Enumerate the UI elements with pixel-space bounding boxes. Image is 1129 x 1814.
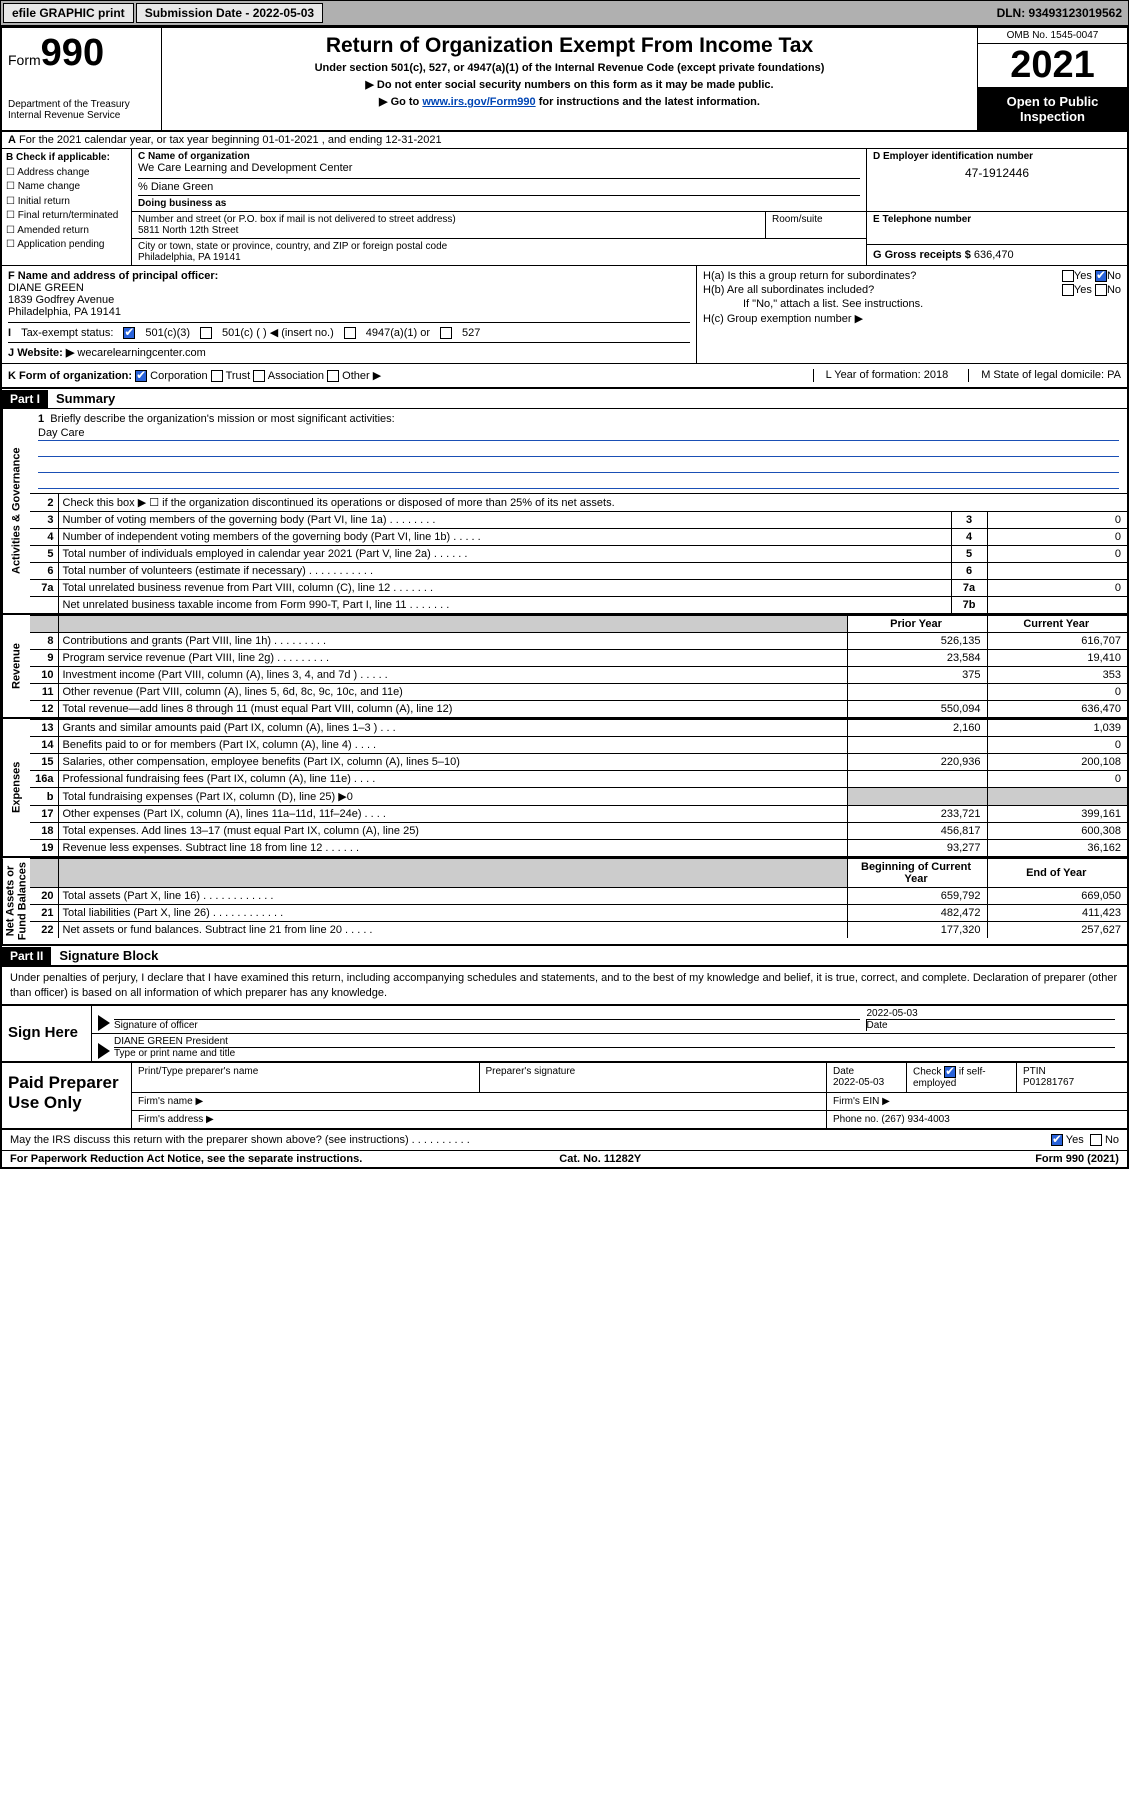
summary-exp: Expenses 13Grants and similar amounts pa… bbox=[2, 719, 1127, 858]
cb-amended-return[interactable]: Amended return bbox=[6, 224, 127, 238]
part1-bar: Part I Summary bbox=[2, 389, 1127, 409]
row-k: K Form of organization: Corporation Trus… bbox=[2, 364, 1127, 389]
cb-corp[interactable] bbox=[135, 370, 147, 382]
subtitle-3: ▶ Go to www.irs.gov/Form990 for instruct… bbox=[170, 95, 969, 108]
form-number: 990 bbox=[41, 32, 104, 74]
street-address: 5811 North 12th Street bbox=[138, 225, 759, 236]
subtitle-1: Under section 501(c), 527, or 4947(a)(1)… bbox=[170, 62, 969, 74]
cb-initial-return[interactable]: Initial return bbox=[6, 195, 127, 209]
part2-header: Part II bbox=[2, 947, 51, 965]
vtab-exp: Expenses bbox=[2, 719, 30, 856]
year-formation: L Year of formation: 2018 bbox=[813, 369, 949, 382]
footer-question: May the IRS discuss this return with the… bbox=[2, 1130, 1127, 1151]
cb-501c[interactable] bbox=[200, 327, 212, 339]
c-name-block: C Name of organization We Care Learning … bbox=[132, 149, 867, 211]
ha-no[interactable] bbox=[1095, 270, 1107, 282]
signature-block: Sign Here Signature of officer 2022-05-0… bbox=[2, 1004, 1127, 1063]
irs-link[interactable]: www.irs.gov/Form990 bbox=[422, 96, 535, 108]
form-header: Form990 Department of the Treasury Inter… bbox=[2, 28, 1127, 132]
open-public: Open to Public Inspection bbox=[978, 88, 1127, 130]
header-center: Return of Organization Exempt From Incom… bbox=[162, 28, 977, 130]
perjury-declaration: Under penalties of perjury, I declare th… bbox=[2, 966, 1127, 1004]
vtab-gov: Activities & Governance bbox=[2, 409, 30, 613]
section-b-c-d: B Check if applicable: Address change Na… bbox=[2, 149, 1127, 266]
cb-4947[interactable] bbox=[344, 327, 356, 339]
cb-other[interactable] bbox=[327, 370, 339, 382]
cb-assoc[interactable] bbox=[253, 370, 265, 382]
part1-header: Part I bbox=[2, 390, 48, 408]
header-left: Form990 Department of the Treasury Inter… bbox=[2, 28, 162, 130]
section-f-h: F Name and address of principal officer:… bbox=[2, 266, 1127, 364]
f-officer: F Name and address of principal officer:… bbox=[2, 266, 697, 363]
e-g-block: E Telephone number G Gross receipts $ 63… bbox=[867, 212, 1127, 265]
arrow-icon bbox=[98, 1043, 110, 1059]
part2-bar: Part II Signature Block bbox=[2, 946, 1127, 966]
gross-receipts: G Gross receipts $ 636,470 bbox=[867, 245, 1127, 265]
dln-label: DLN: 93493123019562 bbox=[997, 6, 1128, 20]
form-frame: Form990 Department of the Treasury Inter… bbox=[0, 26, 1129, 1169]
cb-527[interactable] bbox=[440, 327, 452, 339]
col-b-checkboxes: B Check if applicable: Address change Na… bbox=[2, 149, 132, 265]
website: wecarelearningcenter.com bbox=[77, 347, 205, 359]
col-c-d: C Name of organization We Care Learning … bbox=[132, 149, 1127, 265]
hb-no[interactable] bbox=[1095, 284, 1107, 296]
gov-table: 2Check this box ▶ ☐ if the organization … bbox=[30, 493, 1127, 613]
pct-name: % Diane Green bbox=[138, 178, 860, 193]
telephone: E Telephone number bbox=[867, 212, 1127, 245]
city-state-zip: Philadelphia, PA 19141 bbox=[138, 252, 860, 263]
part2-title: Signature Block bbox=[51, 946, 166, 965]
officer-name: DIANE GREEN President bbox=[114, 1036, 1115, 1047]
dept-label: Department of the Treasury Internal Reve… bbox=[8, 99, 155, 121]
discuss-yes[interactable] bbox=[1051, 1134, 1063, 1146]
cb-501c3[interactable] bbox=[123, 327, 135, 339]
submission-date: Submission Date - 2022-05-03 bbox=[136, 3, 323, 23]
cb-trust[interactable] bbox=[211, 370, 223, 382]
ha-yes[interactable] bbox=[1062, 270, 1074, 282]
sign-here-label: Sign Here bbox=[2, 1006, 92, 1061]
cb-address-change[interactable]: Address change bbox=[6, 166, 127, 180]
h-group: H(a) Is this a group return for subordin… bbox=[697, 266, 1127, 363]
preparer-block: Paid Preparer Use Only Print/Type prepar… bbox=[2, 1063, 1127, 1130]
d-ein-block: D Employer identification number 47-1912… bbox=[867, 149, 1127, 211]
cb-name-change[interactable]: Name change bbox=[6, 180, 127, 194]
exp-table: 13Grants and similar amounts paid (Part … bbox=[30, 719, 1127, 856]
hb-yes[interactable] bbox=[1062, 284, 1074, 296]
preparer-label: Paid Preparer Use Only bbox=[2, 1063, 132, 1128]
ein-value: 47-1912446 bbox=[873, 166, 1121, 180]
top-toolbar: efile GRAPHIC print Submission Date - 20… bbox=[0, 0, 1129, 26]
org-name: We Care Learning and Development Center bbox=[138, 162, 860, 174]
efile-print-button[interactable]: efile GRAPHIC print bbox=[3, 3, 134, 23]
row-a: A For the 2021 calendar year, or tax yea… bbox=[2, 132, 1127, 149]
tax-year: 2021 bbox=[978, 44, 1127, 88]
arrow-icon bbox=[98, 1015, 110, 1031]
mission-block: 1 Briefly describe the organization's mi… bbox=[30, 409, 1127, 493]
vtab-net: Net Assets or Fund Balances bbox=[2, 858, 30, 944]
preparer-phone: Phone no. (267) 934-4003 bbox=[827, 1111, 1127, 1128]
cb-app-pending[interactable]: Application pending bbox=[6, 238, 127, 252]
discuss-no[interactable] bbox=[1090, 1134, 1102, 1146]
omb-number: OMB No. 1545-0047 bbox=[978, 28, 1127, 44]
part1-title: Summary bbox=[48, 389, 123, 408]
vtab-rev: Revenue bbox=[2, 615, 30, 717]
state-domicile: M State of legal domicile: PA bbox=[968, 369, 1121, 382]
room-suite: Room/suite bbox=[766, 212, 866, 238]
summary-net: Net Assets or Fund Balances Beginning of… bbox=[2, 858, 1127, 946]
address-block: Number and street (or P.O. box if mail i… bbox=[132, 212, 867, 265]
header-right: OMB No. 1545-0047 2021 Open to Public In… bbox=[977, 28, 1127, 130]
summary-rev: Revenue Prior YearCurrent Year8Contribut… bbox=[2, 615, 1127, 719]
cb-self-emp[interactable] bbox=[944, 1066, 956, 1078]
form-prefix: Form bbox=[8, 52, 41, 68]
rev-table: Prior YearCurrent Year8Contributions and… bbox=[30, 615, 1127, 717]
summary-gov: Activities & Governance 1 Briefly descri… bbox=[2, 409, 1127, 615]
cb-final-return[interactable]: Final return/terminated bbox=[6, 209, 127, 223]
mission-text: Day Care bbox=[38, 427, 84, 439]
net-table: Beginning of Current YearEnd of Year20To… bbox=[30, 858, 1127, 938]
subtitle-2: ▶ Do not enter social security numbers o… bbox=[170, 78, 969, 91]
ptin: P01281767 bbox=[1023, 1077, 1074, 1088]
footer-last: For Paperwork Reduction Act Notice, see … bbox=[2, 1151, 1127, 1167]
form-title: Return of Organization Exempt From Incom… bbox=[170, 34, 969, 58]
